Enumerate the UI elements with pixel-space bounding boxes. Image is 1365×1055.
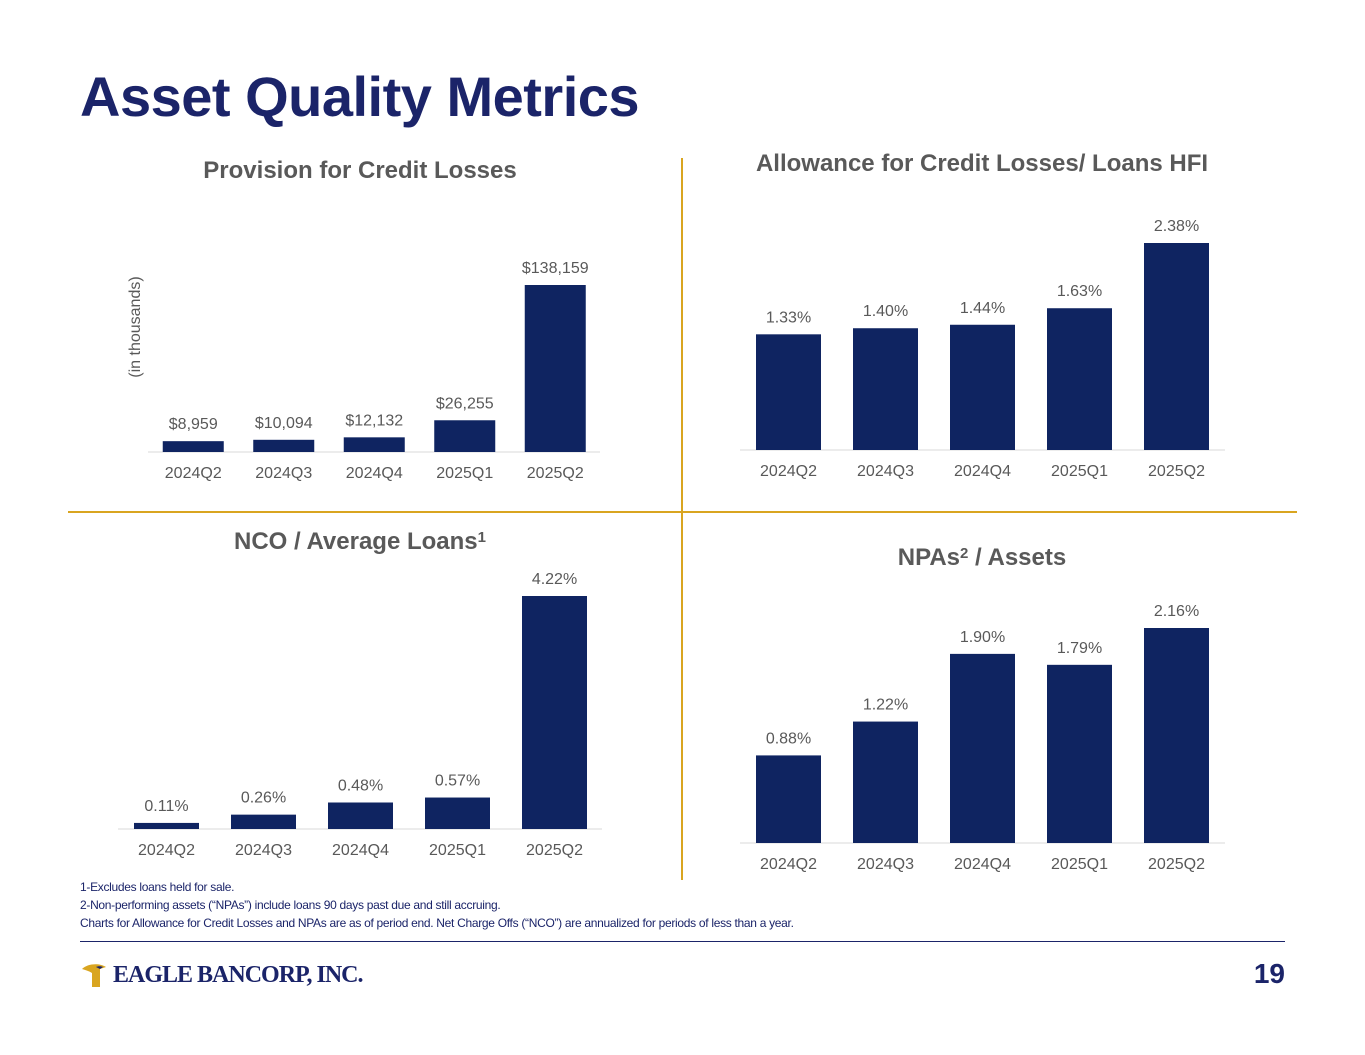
x-tick-label: 2025Q1	[436, 465, 493, 482]
data-label: 0.48%	[338, 777, 383, 794]
bar-2025Q1	[434, 420, 496, 452]
data-label: 1.40%	[863, 303, 908, 320]
bar-2024Q3	[853, 328, 918, 450]
data-label: 2.38%	[1154, 218, 1199, 235]
x-tick-label: 2025Q2	[526, 842, 583, 859]
x-tick-label: 2025Q1	[1051, 463, 1108, 480]
x-tick-label: 2024Q3	[857, 856, 914, 873]
horizontal-divider	[68, 511, 1297, 513]
footnote-ref-2: 2	[960, 545, 969, 562]
bar-2025Q2	[1144, 243, 1209, 450]
x-tick-label: 2024Q4	[346, 465, 403, 482]
eagle-icon	[82, 964, 106, 987]
footnote-1: 1-Excludes loans held for sale.	[80, 880, 235, 894]
x-tick-label: 2024Q3	[857, 463, 914, 480]
bar-2024Q2	[756, 755, 821, 843]
data-label: 1.79%	[1057, 640, 1102, 657]
data-label: 0.88%	[766, 730, 811, 747]
data-label: 1.22%	[863, 697, 908, 714]
data-label: 1.44%	[960, 300, 1005, 317]
footer-divider	[80, 941, 1285, 942]
chart-title-nco: NCO / Average Loans1	[234, 528, 486, 555]
x-tick-label: 2024Q4	[954, 463, 1011, 480]
data-label: $12,132	[345, 412, 403, 429]
bar-2025Q2	[524, 285, 586, 452]
chart-title-npas: NPAs2 / Assets	[897, 544, 1067, 571]
x-tick-label: 2025Q2	[527, 465, 584, 482]
bar-2024Q2	[756, 334, 821, 450]
bar-2024Q2	[134, 822, 199, 829]
x-tick-label: 2025Q1	[429, 842, 486, 859]
data-label: 1.63%	[1057, 283, 1102, 300]
footnote-3: Charts for Allowance for Credit Losses a…	[80, 916, 794, 930]
x-tick-label: 2025Q2	[1148, 463, 1205, 480]
bar-2024Q3	[853, 721, 918, 843]
x-tick-label: 2024Q4	[332, 842, 389, 859]
x-tick-label: 2024Q2	[138, 842, 195, 859]
bar-2024Q4	[328, 802, 393, 829]
bar-2024Q2	[162, 441, 224, 452]
bar-2025Q2	[522, 596, 587, 829]
page-number: 19	[1253, 958, 1285, 989]
x-tick-label: 2024Q2	[165, 465, 222, 482]
x-tick-label: 2024Q2	[760, 856, 817, 873]
data-label: 4.22%	[532, 571, 577, 588]
data-label: 1.90%	[960, 629, 1005, 646]
x-tick-label: 2024Q4	[954, 856, 1011, 873]
data-label: 2.16%	[1154, 603, 1199, 620]
data-label: $26,255	[436, 395, 494, 412]
data-label: 1.33%	[766, 309, 811, 326]
bar-2025Q2	[1144, 628, 1209, 843]
x-tick-label: 2025Q1	[1051, 856, 1108, 873]
data-label: 0.11%	[144, 798, 188, 815]
x-tick-label: 2025Q2	[1148, 856, 1205, 873]
x-tick-label: 2024Q3	[235, 842, 292, 859]
bar-2024Q4	[950, 653, 1015, 843]
bar-2024Q4	[343, 437, 405, 452]
bar-2024Q4	[950, 324, 1015, 450]
data-label: $10,094	[255, 415, 313, 432]
bar-2025Q1	[425, 797, 490, 829]
logo-text: EAGLE BANCORP, INC.	[113, 961, 363, 988]
footnote-2: 2-Non-performing assets (“NPAs”) include…	[80, 898, 501, 912]
bar-2025Q1	[1047, 664, 1112, 843]
data-label: 0.26%	[241, 790, 286, 807]
x-tick-label: 2024Q3	[255, 465, 312, 482]
vertical-divider	[681, 158, 683, 880]
chart-title-allowance: Allowance for Credit Losses/ Loans HFI	[755, 150, 1209, 177]
chart-title-provision: Provision for Credit Losses	[203, 157, 517, 184]
bar-2024Q3	[231, 814, 296, 829]
x-tick-label: 2024Q2	[760, 463, 817, 480]
footnote-ref-1: 1	[477, 529, 486, 546]
data-label: $138,159	[522, 260, 589, 277]
page-title: Asset Quality Metrics	[80, 65, 640, 128]
data-label: 0.57%	[435, 773, 480, 790]
bar-2024Q3	[253, 439, 315, 452]
bar-2025Q1	[1047, 308, 1112, 450]
footnotes: 1-Excludes loans held for sale. 2-Non-pe…	[80, 878, 794, 932]
company-logo: EAGLE BANCORP, INC.	[80, 961, 363, 989]
data-label: $8,959	[169, 416, 218, 433]
